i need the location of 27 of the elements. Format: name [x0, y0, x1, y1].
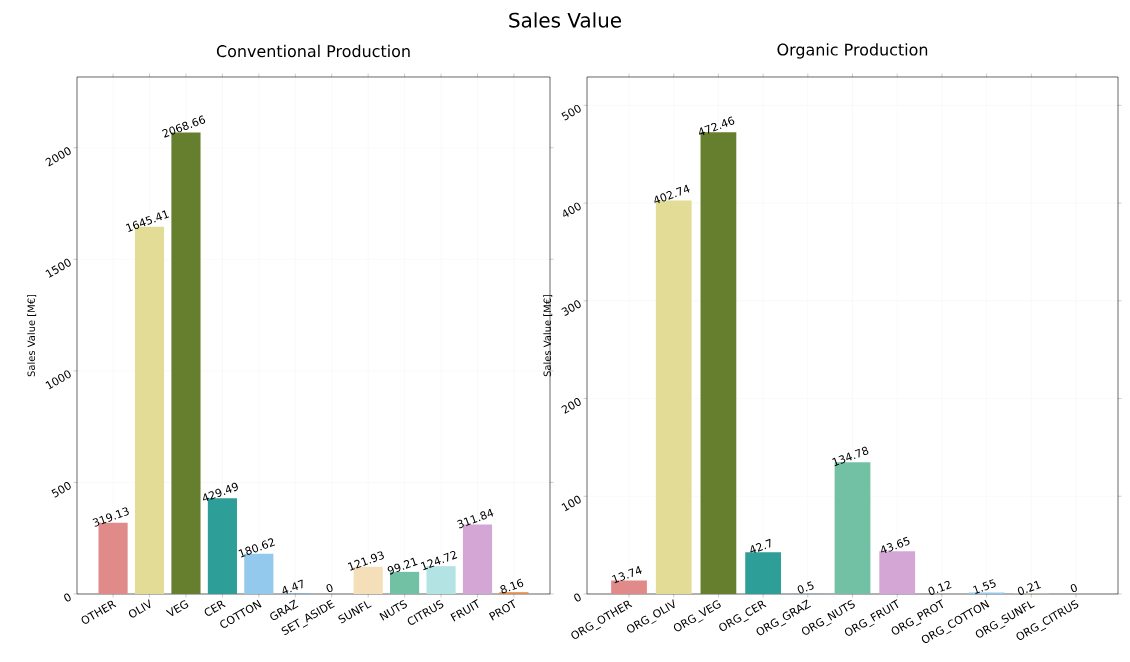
data-label: 0.21: [1017, 580, 1041, 595]
y-axis-title: Sales Value [M€]: [543, 294, 553, 377]
data-label: 0: [326, 583, 333, 593]
y-axis-title: Sales Value [M€]: [27, 294, 37, 377]
data-label: 42.7: [750, 538, 771, 553]
data-label: 0.5: [797, 581, 814, 594]
y-tick-label: 400: [563, 202, 581, 217]
data-label: 8.16: [500, 578, 524, 594]
y-tick-label: 500: [561, 104, 581, 121]
chart-subtitle: Conventional Production: [216, 44, 410, 58]
data-label: 13.74: [612, 566, 642, 584]
chart-title: Organic Production: [777, 43, 928, 59]
y-tick-label: 200: [561, 398, 581, 414]
data-label: 4.47: [282, 579, 303, 594]
y-tick-label: 500: [51, 482, 71, 498]
data-label: 0.12: [928, 580, 952, 595]
y-tick-label: 300: [561, 300, 581, 316]
data-label: 43.65: [881, 536, 910, 554]
data-label: 99.21: [387, 557, 418, 575]
data-label: 402.74: [654, 184, 690, 204]
y-tick-label: 0: [64, 593, 71, 602]
chart-title: Sales Value: [509, 12, 622, 28]
y-tick-label: 0: [574, 593, 581, 602]
y-tick-label: 100: [561, 495, 581, 512]
data-label: 1.55: [972, 579, 996, 594]
x-tick-label: VEG: [165, 600, 189, 617]
data-label: 0: [1070, 583, 1077, 593]
